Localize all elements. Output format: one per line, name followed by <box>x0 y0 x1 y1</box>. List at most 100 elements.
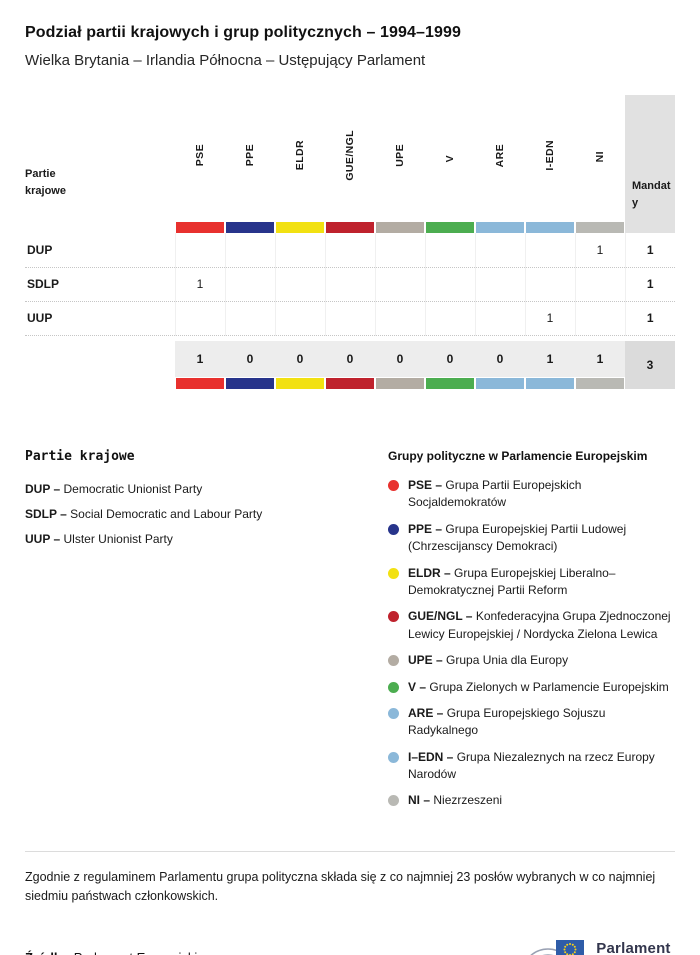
v-color-bar <box>426 377 474 389</box>
table-cell <box>474 267 525 302</box>
table-cell <box>424 267 475 302</box>
ppe-color-bar <box>226 221 274 233</box>
group-color-dot <box>388 567 399 579</box>
group-name: Grupa Europejskiej Liberalno–Demokratycz… <box>408 565 616 597</box>
i-edn-color-bar <box>526 377 574 389</box>
upe-color-bar <box>376 221 424 233</box>
table-cell <box>424 301 475 336</box>
group-color-dot <box>388 707 399 719</box>
v-color-bar <box>426 221 474 233</box>
group-abbr: GUE/NGL – <box>408 609 473 624</box>
column-header-eldr: ELDR <box>294 140 306 171</box>
are-color-bar <box>476 221 524 233</box>
group-color-bar-cell <box>425 377 475 389</box>
eldr-color-bar <box>276 377 324 389</box>
totals-cell: 1 <box>525 341 575 377</box>
legend-group-item: I–EDN – Grupa Niezaleznych na rzecz Euro… <box>388 749 675 784</box>
table-cell <box>374 301 425 336</box>
table-cell <box>424 233 475 268</box>
group-name: Konfederacyjna Grupa Zjednoczonej Lewicy… <box>408 609 671 641</box>
legend-groups-title: Grupy polityczne w Parlamencie Europejsk… <box>388 449 648 463</box>
table-cell <box>224 267 275 302</box>
table-header-row: Partie krajowe PSE PPE ELDR GUE/NGL UPE … <box>25 95 675 233</box>
table-cell <box>274 301 325 336</box>
are-color-bar <box>476 377 524 389</box>
bar-row-spacer <box>25 377 175 389</box>
legend-group-item: PPE – Grupa Europejskiej Partii Ludowej … <box>388 521 675 556</box>
legend-item-text: ARE – Grupa Europejskiego Sojuszu Radyka… <box>408 705 675 740</box>
legend-group-item: GUE/NGL – Konfederacyjna Grupa Zjednoczo… <box>388 608 675 643</box>
group-color-dot <box>388 480 399 491</box>
page-subtitle: Wielka Brytania – Irlandia Północna – Us… <box>25 52 426 69</box>
group-abbr: ARE – <box>408 705 444 720</box>
group-abbr: ELDR – <box>408 565 451 580</box>
legend-item-text: GUE/NGL – Konfederacyjna Grupa Zjednoczo… <box>408 608 675 643</box>
table-cell: 1 <box>524 301 575 336</box>
totals-cell: 0 <box>225 341 275 377</box>
group-abbr: NI – <box>408 793 431 808</box>
group-color-bar-cell <box>375 221 425 233</box>
group-color-bar-cell <box>525 377 575 389</box>
parlament-europejski-logo: Parlament Europejski <box>518 935 675 955</box>
table-cell <box>174 301 225 336</box>
table-row-uup: UUP 1 1 <box>25 301 675 336</box>
mandates-table: Partie krajowe PSE PPE ELDR GUE/NGL UPE … <box>25 95 675 389</box>
totals-cell: 1 <box>175 341 225 377</box>
table-cell <box>324 233 375 268</box>
table-cell <box>374 267 425 302</box>
page-title: Podział partii krajowych i grup politycz… <box>25 24 461 41</box>
pse-color-bar <box>176 221 224 233</box>
mandates-cell: 1 <box>624 301 675 336</box>
legend-item-text: I–EDN – Grupa Niezaleznych na rzecz Euro… <box>408 749 675 784</box>
ppe-color-bar <box>226 377 274 389</box>
table-cell <box>224 301 275 336</box>
group-color-dot <box>388 681 399 693</box>
hemicycle-eu-flag-icon <box>530 939 585 955</box>
bar-row-spacer <box>25 221 175 233</box>
legend-group-item: V – Grupa Zielonych w Parlamencie Europe… <box>388 679 675 696</box>
corner-label-line1: Partie <box>25 167 56 180</box>
legend-group-item: PSE – Grupa Partii Europejskich Socjalde… <box>388 477 675 512</box>
table-cell: 1 <box>574 233 625 268</box>
group-abbr: UPE – <box>408 653 443 668</box>
group-color-bar-cell <box>275 221 325 233</box>
source-label: Źródło: <box>25 950 70 955</box>
legend-national-parties: Partie krajowe DUP – Democratic Unionist… <box>25 449 388 819</box>
group-color-dot <box>388 795 399 807</box>
group-abbr: V – <box>408 679 427 694</box>
party-abbr: UUP – <box>25 532 61 546</box>
group-name: Grupa Europejskiej Partii Ludowej (Chrze… <box>408 521 627 554</box>
table-cell <box>274 267 325 302</box>
gue-ngl-color-bar <box>326 221 374 233</box>
party-name-cell: SDLP <box>25 267 175 302</box>
table-cell <box>274 233 325 268</box>
group-name: Grupa Unia dla Europy <box>446 653 569 668</box>
table-cell <box>174 233 225 268</box>
legend-group-item: ARE – Grupa Europejskiego Sojuszu Radyka… <box>388 705 675 740</box>
group-color-dot <box>388 655 399 667</box>
group-color-bar-cell <box>225 377 275 389</box>
mandates-column-header: Mandaty <box>625 95 675 233</box>
table-cell <box>474 301 525 336</box>
table-cell <box>324 301 375 336</box>
group-color-bar-cell <box>525 221 575 233</box>
column-header-pse: PSE <box>194 144 206 167</box>
table-cell <box>374 233 425 268</box>
footnote: Zgodnie z regulaminem Parlamentu grupa p… <box>25 850 675 907</box>
group-color-bar-cell <box>325 377 375 389</box>
column-header-i-edn: I-EDN <box>544 140 556 171</box>
total-mandates-cell: 3 <box>625 341 675 389</box>
table-cell <box>574 267 625 302</box>
legend-item-text: NI – Niezrzeszeni <box>408 792 502 809</box>
legend-item-text: UPE – Grupa Unia dla Europy <box>408 652 568 669</box>
party-name: Democratic Unionist Party <box>63 482 203 496</box>
totals-cell: 0 <box>325 341 375 377</box>
totals-row: 1 0 0 0 0 0 0 1 1 3 <box>25 341 675 389</box>
party-name-cell: UUP <box>25 301 175 336</box>
logo-line1: Parlament <box>596 939 671 955</box>
totals-cell: 0 <box>375 341 425 377</box>
legend-section: Partie krajowe DUP – Democratic Unionist… <box>25 449 675 819</box>
column-header-v: V <box>444 154 456 162</box>
group-color-bar-cell <box>225 221 275 233</box>
column-header-ni: NI <box>594 150 606 162</box>
